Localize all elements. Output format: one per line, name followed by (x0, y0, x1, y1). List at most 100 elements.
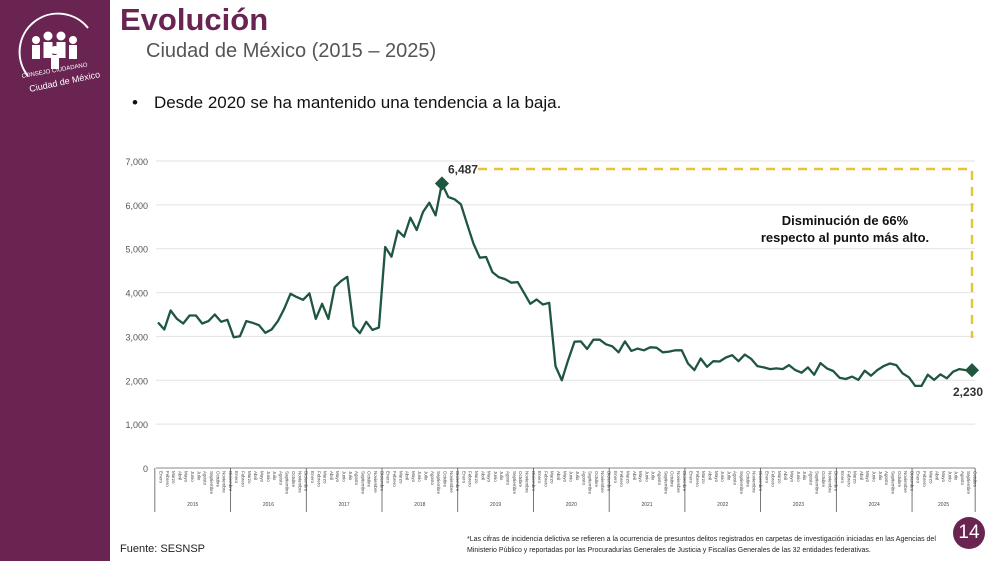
x-tick-month: Septiembre (966, 471, 971, 495)
x-tick-month: Julio (575, 471, 580, 481)
y-tick-label: 1,000 (125, 420, 148, 430)
x-tick-year: 2022 (717, 502, 728, 508)
x-tick-month: Julio (651, 471, 656, 481)
x-tick-month: Marzo (550, 471, 555, 484)
x-tick-month: Noviembre (676, 471, 681, 493)
x-tick-month: Febrero (241, 471, 246, 487)
side-band (0, 0, 110, 561)
x-tick-month: Julio (196, 471, 201, 481)
x-tick-month: Marzo (701, 471, 706, 484)
x-tick-month: Junio (720, 471, 725, 482)
y-tick-label: 0 (143, 464, 148, 474)
bullet-point: • Desde 2020 se ha mantenido una tendenci… (132, 93, 561, 113)
x-tick-month: Octubre (897, 471, 902, 488)
x-tick-month: Enero (613, 471, 618, 484)
x-tick-month: Mayo (487, 471, 492, 483)
x-tick-month: Septiembre (436, 471, 441, 495)
x-tick-month: Enero (234, 471, 239, 484)
x-tick-month: Enero (840, 471, 845, 484)
last-label: 2,230 (953, 385, 983, 399)
x-tick-month: Mayo (562, 471, 567, 483)
x-tick-month: Septiembre (663, 471, 668, 495)
footnote: *Las cifras de incidencia delictiva se r… (467, 536, 936, 554)
x-tick-month: Noviembre (827, 471, 832, 493)
x-tick-month: Agosto (581, 471, 586, 486)
x-tick-month: Noviembre (373, 471, 378, 493)
x-tick-month: Abril (935, 471, 940, 480)
x-tick-month: Marzo (398, 471, 403, 484)
x-tick-month: Junio (796, 471, 801, 482)
y-tick-label: 3,000 (125, 332, 148, 342)
x-tick-month: Abril (405, 471, 410, 480)
page-number: 14 (953, 517, 985, 549)
x-tick-month: Febrero (316, 471, 321, 487)
x-tick-month: Septiembre (588, 471, 593, 495)
x-tick-month: Noviembre (222, 471, 227, 493)
x-tick-month: Mayo (790, 471, 795, 483)
x-tick-month: Julio (954, 471, 959, 481)
x-tick-year: 2021 (641, 502, 652, 508)
x-tick-month: Marzo (928, 471, 933, 484)
x-tick-year: 2019 (490, 502, 501, 508)
last-marker (964, 363, 980, 378)
x-tick-month: Febrero (543, 471, 548, 487)
x-tick-month: Mayo (941, 471, 946, 483)
x-tick-month: Febrero (165, 471, 170, 487)
x-tick-month: Septiembre (890, 471, 895, 495)
y-tick-label: 7,000 (125, 157, 148, 167)
x-tick-month: Mayo (714, 471, 719, 483)
page-subtitle: Ciudad de México (2015 – 2025) (146, 40, 437, 62)
x-tick-month: Febrero (771, 471, 776, 487)
x-tick-month: Agosto (808, 471, 813, 486)
x-tick-month: Agosto (960, 471, 965, 486)
x-tick-month: Mayo (638, 471, 643, 483)
x-tick-month: Enero (310, 471, 315, 484)
x-tick-month: Abril (707, 471, 712, 480)
x-tick-month: Junio (341, 471, 346, 482)
x-tick-year: 2023 (793, 502, 804, 508)
bullet-icon: • (132, 93, 138, 112)
x-tick-month: Junio (190, 471, 195, 482)
consejo-ciudadano-logo: CONSEJO CIUDADANO Ciudad de México (18, 12, 101, 94)
x-tick-year: 2015 (187, 502, 198, 508)
x-tick-month: Julio (348, 471, 353, 481)
x-tick-year: 2020 (566, 502, 577, 508)
x-tick-month: Mayo (411, 471, 416, 483)
x-tick-year: 2017 (339, 502, 350, 508)
x-tick-month: Enero (916, 471, 921, 484)
x-tick-month: Noviembre (524, 471, 529, 493)
x-tick-month: Junio (947, 471, 952, 482)
y-tick-label: 2,000 (125, 376, 148, 386)
x-tick-month: Octubre (367, 471, 372, 488)
x-tick-month: Junio (569, 471, 574, 482)
reduction-bracket (478, 167, 974, 338)
x-tick-month: Septiembre (360, 471, 365, 495)
x-tick-month: Agosto (657, 471, 662, 486)
x-tick-month: Enero (689, 471, 694, 484)
peak-marker (434, 176, 450, 191)
x-tick-month: Abril (329, 471, 334, 480)
x-tick-month: Febrero (392, 471, 397, 487)
x-tick-month: Abril (177, 471, 182, 480)
x-tick-year: 2024 (869, 502, 880, 508)
x-tick-month: Julio (272, 471, 277, 481)
x-tick-month: Agosto (733, 471, 738, 486)
x-tick-month: Agosto (354, 471, 359, 486)
x-tick-month: Agosto (884, 471, 889, 486)
x-tick-month: Marzo (625, 471, 630, 484)
x-tick-month: Septiembre (739, 471, 744, 495)
x-tick-month: Junio (417, 471, 422, 482)
y-tick-label: 5,000 (125, 245, 148, 255)
x-tick-month: Septiembre (285, 471, 290, 495)
x-tick-month: Mayo (865, 471, 870, 483)
x-tick-month: Octubre (518, 471, 523, 488)
x-tick-month: Febrero (922, 471, 927, 487)
x-tick-month: Marzo (323, 471, 328, 484)
x-tick-month: Noviembre (600, 471, 605, 493)
bullet-text: Desde 2020 se ha mantenido una tendencia… (153, 93, 562, 112)
x-tick-month: Agosto (278, 471, 283, 486)
series-line (157, 182, 973, 388)
x-tick-month: Julio (424, 471, 429, 481)
y-tick-label: 4,000 (125, 289, 148, 299)
